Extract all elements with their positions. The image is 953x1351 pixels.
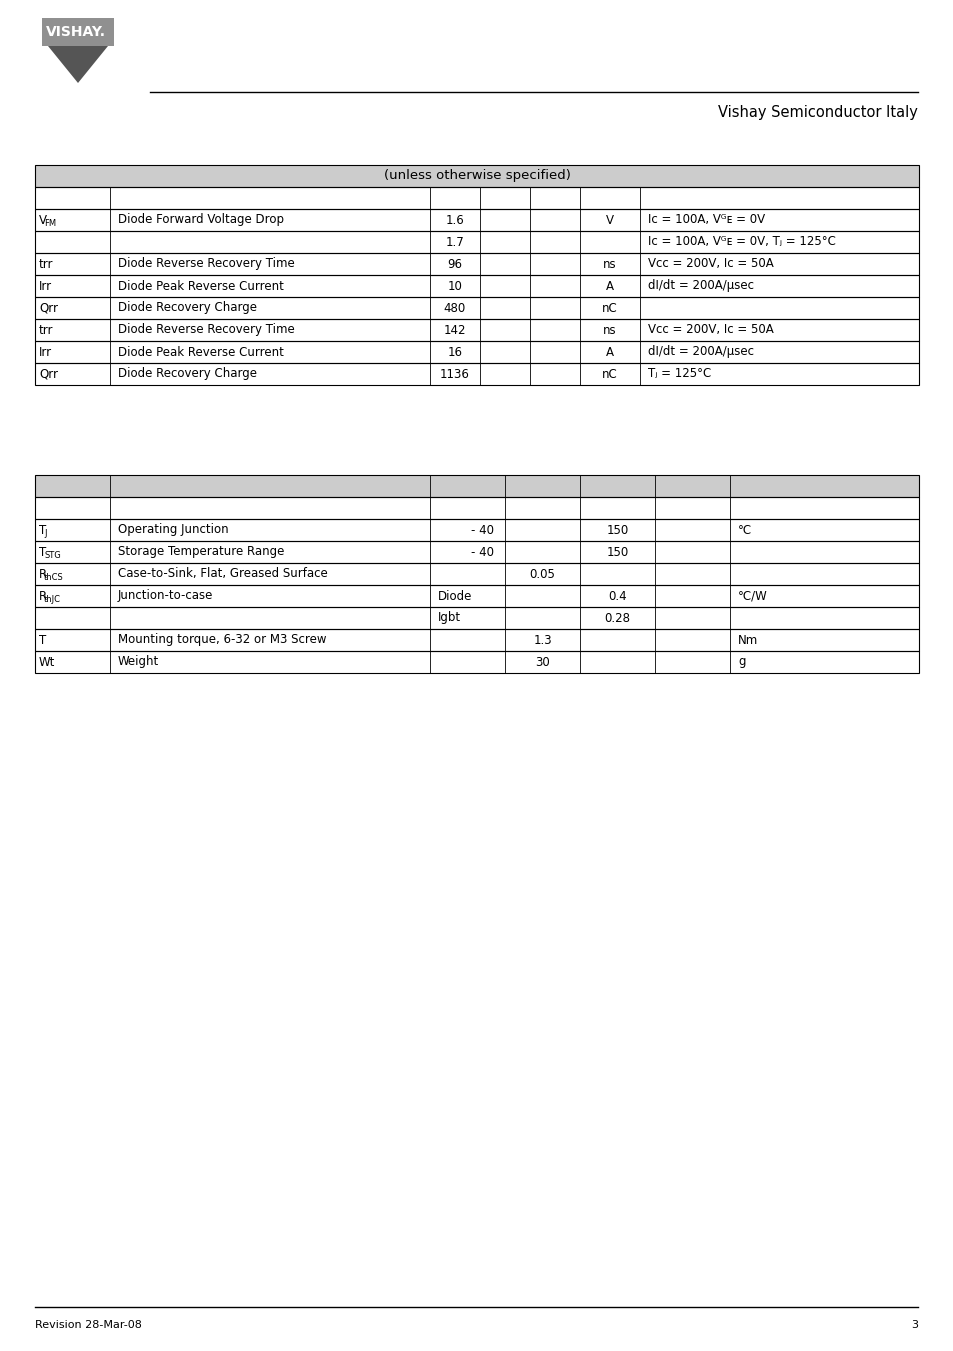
Text: 1136: 1136	[439, 367, 470, 381]
Text: V: V	[39, 213, 47, 227]
Text: Qrr: Qrr	[39, 301, 58, 315]
Bar	[35, 563, 918, 585]
Polygon shape	[48, 46, 108, 82]
Bar	[35, 165, 918, 186]
Text: Igbt: Igbt	[437, 612, 460, 624]
Text: Mounting torque, 6-32 or M3 Screw: Mounting torque, 6-32 or M3 Screw	[118, 634, 326, 647]
Text: ns: ns	[602, 323, 617, 336]
Bar	[35, 630, 918, 651]
Text: 150: 150	[606, 546, 628, 558]
Text: dI/dt = 200A/μsec: dI/dt = 200A/μsec	[647, 346, 753, 358]
Text: STG: STG	[44, 550, 61, 559]
Text: Diode Peak Reverse Current: Diode Peak Reverse Current	[118, 346, 284, 358]
Bar	[35, 276, 918, 297]
Text: Storage Temperature Range: Storage Temperature Range	[118, 546, 284, 558]
Text: 30: 30	[535, 655, 549, 669]
Bar	[35, 476, 918, 497]
Text: 1.3: 1.3	[533, 634, 551, 647]
Text: Diode Reverse Recovery Time: Diode Reverse Recovery Time	[118, 323, 294, 336]
Text: FM: FM	[44, 219, 56, 227]
Text: ns: ns	[602, 258, 617, 270]
Text: °C: °C	[738, 523, 751, 536]
Text: trr: trr	[39, 258, 53, 270]
Text: R: R	[39, 567, 47, 581]
Text: 1.7: 1.7	[445, 235, 464, 249]
Text: V: V	[605, 213, 614, 227]
Text: - 40: - 40	[471, 546, 494, 558]
Text: 480: 480	[443, 301, 466, 315]
Text: R: R	[39, 589, 47, 603]
Text: A: A	[605, 346, 614, 358]
Bar	[35, 186, 918, 209]
Text: Diode Recovery Charge: Diode Recovery Charge	[118, 301, 256, 315]
Bar	[35, 209, 918, 231]
Bar	[35, 519, 918, 540]
Text: g: g	[738, 655, 744, 669]
Text: 0.05: 0.05	[529, 567, 555, 581]
Text: 1.6: 1.6	[445, 213, 464, 227]
Text: Qrr: Qrr	[39, 367, 58, 381]
Text: Vᴄᴄ = 200V, Iᴄ = 50A: Vᴄᴄ = 200V, Iᴄ = 50A	[647, 258, 773, 270]
Text: Tⱼ = 125°C: Tⱼ = 125°C	[647, 367, 711, 381]
Text: T: T	[39, 546, 46, 558]
Text: thJC: thJC	[44, 594, 61, 604]
Text: Wt: Wt	[39, 655, 55, 669]
Text: 0.4: 0.4	[608, 589, 626, 603]
Bar	[35, 497, 918, 519]
Text: Weight: Weight	[118, 655, 159, 669]
Text: Operating Junction: Operating Junction	[118, 523, 229, 536]
Text: 96: 96	[447, 258, 462, 270]
Text: 3: 3	[910, 1320, 917, 1329]
Text: Diode: Diode	[437, 589, 472, 603]
Bar	[35, 607, 918, 630]
Text: Case-to-Sink, Flat, Greased Surface: Case-to-Sink, Flat, Greased Surface	[118, 567, 328, 581]
Text: T: T	[39, 523, 46, 536]
Text: Diode Recovery Charge: Diode Recovery Charge	[118, 367, 256, 381]
Text: Iᴄ = 100A, Vᴳᴇ = 0V, Tⱼ = 125°C: Iᴄ = 100A, Vᴳᴇ = 0V, Tⱼ = 125°C	[647, 235, 835, 249]
Text: Diode Forward Voltage Drop: Diode Forward Voltage Drop	[118, 213, 284, 227]
Bar	[35, 340, 918, 363]
Text: Irr: Irr	[39, 280, 52, 293]
Text: Diode Peak Reverse Current: Diode Peak Reverse Current	[118, 280, 284, 293]
Bar	[35, 297, 918, 319]
Text: Diode Reverse Recovery Time: Diode Reverse Recovery Time	[118, 258, 294, 270]
Bar	[35, 363, 918, 385]
Text: Vishay Semiconductor Italy: Vishay Semiconductor Italy	[718, 105, 917, 120]
Text: 142: 142	[443, 323, 466, 336]
Text: 16: 16	[447, 346, 462, 358]
Bar	[35, 540, 918, 563]
Text: 150: 150	[606, 523, 628, 536]
Text: (unless otherwise specified): (unless otherwise specified)	[383, 169, 570, 182]
Bar	[35, 253, 918, 276]
Text: Iᴄ = 100A, Vᴳᴇ = 0V: Iᴄ = 100A, Vᴳᴇ = 0V	[647, 213, 764, 227]
Text: thCS: thCS	[44, 573, 64, 581]
Text: J: J	[44, 528, 47, 538]
Text: Vᴄᴄ = 200V, Iᴄ = 50A: Vᴄᴄ = 200V, Iᴄ = 50A	[647, 323, 773, 336]
Text: dI/dt = 200A/μsec: dI/dt = 200A/μsec	[647, 280, 753, 293]
Text: A: A	[605, 280, 614, 293]
Bar	[35, 231, 918, 253]
Text: Nm: Nm	[738, 634, 758, 647]
Text: °C/W: °C/W	[738, 589, 767, 603]
Bar	[35, 651, 918, 673]
Text: trr: trr	[39, 323, 53, 336]
Bar	[35, 319, 918, 340]
Text: 10: 10	[447, 280, 462, 293]
Text: 0.28: 0.28	[604, 612, 630, 624]
Text: nC: nC	[601, 367, 618, 381]
Text: Junction-to-case: Junction-to-case	[118, 589, 213, 603]
Text: Revision 28-Mar-08: Revision 28-Mar-08	[35, 1320, 142, 1329]
Text: Irr: Irr	[39, 346, 52, 358]
Text: - 40: - 40	[471, 523, 494, 536]
Text: T: T	[39, 634, 46, 647]
Text: VISHAY.: VISHAY.	[46, 26, 106, 39]
Bar	[42, 18, 113, 46]
Bar	[35, 585, 918, 607]
Text: nC: nC	[601, 301, 618, 315]
